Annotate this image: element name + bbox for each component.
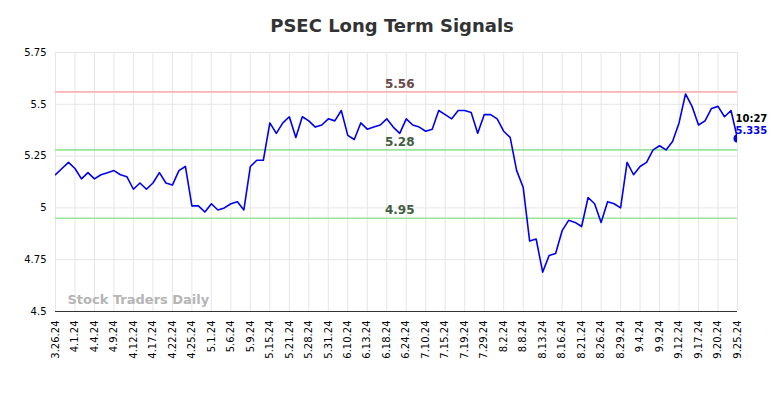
svg-text:8.21.24: 8.21.24 <box>576 321 587 359</box>
svg-text:4.22.24: 4.22.24 <box>167 321 178 359</box>
svg-text:5.1.24: 5.1.24 <box>206 321 217 353</box>
svg-text:5: 5 <box>40 202 46 213</box>
svg-text:10:27: 10:27 <box>736 113 768 124</box>
svg-text:4.17.24: 4.17.24 <box>147 321 158 359</box>
svg-text:5.5: 5.5 <box>31 99 47 110</box>
svg-text:7.29.24: 7.29.24 <box>478 321 489 359</box>
svg-text:5.21.24: 5.21.24 <box>284 321 295 359</box>
svg-text:Stock Traders Daily: Stock Traders Daily <box>68 292 210 307</box>
svg-text:4.12.24: 4.12.24 <box>128 321 139 359</box>
svg-text:9.25.24: 9.25.24 <box>732 321 743 359</box>
svg-text:9.20.24: 9.20.24 <box>712 321 723 359</box>
svg-text:5.15.24: 5.15.24 <box>264 321 275 359</box>
svg-text:5.6.24: 5.6.24 <box>225 321 236 353</box>
svg-text:4.5: 4.5 <box>31 306 47 317</box>
svg-text:5.28: 5.28 <box>385 135 415 149</box>
svg-text:5.56: 5.56 <box>385 77 415 91</box>
svg-text:5.31.24: 5.31.24 <box>323 321 334 359</box>
svg-text:8.13.24: 8.13.24 <box>537 321 548 359</box>
svg-text:8.2.24: 8.2.24 <box>498 321 509 353</box>
svg-text:6.13.24: 6.13.24 <box>361 321 372 359</box>
svg-text:9.9.24: 9.9.24 <box>654 321 665 353</box>
svg-text:4.9.24: 4.9.24 <box>108 321 119 353</box>
html-text:PSEC Long Term Signals: PSEC Long Term Signals <box>270 15 514 36</box>
svg-text:8.16.24: 8.16.24 <box>556 321 567 359</box>
svg-text:8.29.24: 8.29.24 <box>615 321 626 359</box>
svg-text:4.4.24: 4.4.24 <box>89 321 100 353</box>
svg-text:4.1.24: 4.1.24 <box>69 321 80 353</box>
svg-text:5.25: 5.25 <box>24 150 46 161</box>
svg-text:4.95: 4.95 <box>385 203 415 217</box>
svg-text:6.10.24: 6.10.24 <box>342 321 353 359</box>
svg-text:9.17.24: 9.17.24 <box>693 321 704 359</box>
svg-text:7.19.24: 7.19.24 <box>459 321 470 359</box>
svg-text:3.26.24: 3.26.24 <box>50 321 61 359</box>
svg-text:4.75: 4.75 <box>24 254 46 265</box>
svg-text:4.25.24: 4.25.24 <box>186 321 197 359</box>
svg-text:7.15.24: 7.15.24 <box>439 321 450 359</box>
svg-text:5.335: 5.335 <box>736 125 768 136</box>
svg-text:7.10.24: 7.10.24 <box>420 321 431 359</box>
svg-text:8.8.24: 8.8.24 <box>517 321 528 353</box>
svg-text:6.18.24: 6.18.24 <box>381 321 392 359</box>
svg-text:6.24.24: 6.24.24 <box>400 321 411 359</box>
svg-text:8.26.24: 8.26.24 <box>595 321 606 359</box>
svg-text:5.9.24: 5.9.24 <box>245 321 256 353</box>
svg-text:5.28.24: 5.28.24 <box>303 321 314 359</box>
svg-text:9.12.24: 9.12.24 <box>673 321 684 359</box>
svg-text:9.4.24: 9.4.24 <box>634 321 645 353</box>
svg-text:5.75: 5.75 <box>24 47 46 58</box>
